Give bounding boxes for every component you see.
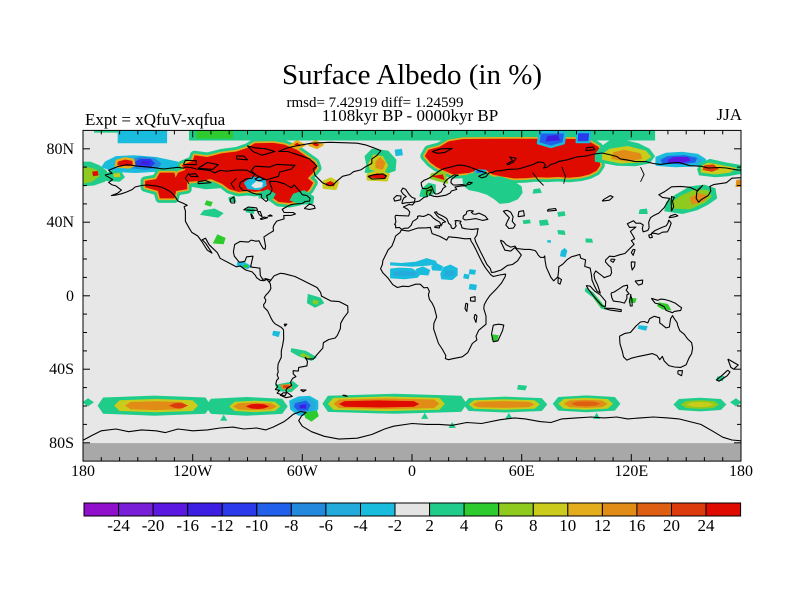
- svg-text:-6: -6: [319, 516, 333, 535]
- svg-text:120E: 120E: [614, 463, 648, 480]
- svg-text:8: 8: [529, 516, 538, 535]
- svg-text:10: 10: [559, 516, 576, 535]
- svg-text:40S: 40S: [49, 361, 74, 378]
- svg-text:120W: 120W: [173, 463, 213, 480]
- svg-text:20: 20: [663, 516, 680, 535]
- svg-text:-24: -24: [107, 516, 130, 535]
- svg-text:60E: 60E: [509, 463, 535, 480]
- svg-text:-4: -4: [353, 516, 368, 535]
- svg-text:16: 16: [628, 516, 645, 535]
- svg-text:180: 180: [729, 463, 753, 480]
- svg-text:40N: 40N: [46, 214, 74, 231]
- svg-text:0: 0: [408, 463, 416, 480]
- svg-text:JJA: JJA: [716, 105, 742, 124]
- svg-text:4: 4: [460, 516, 469, 535]
- svg-text:60W: 60W: [287, 463, 319, 480]
- svg-text:0: 0: [66, 288, 74, 305]
- svg-text:-2: -2: [388, 516, 402, 535]
- svg-text:Surface Albedo (in %): Surface Albedo (in %): [282, 59, 542, 91]
- svg-text:-12: -12: [211, 516, 234, 535]
- svg-text:12: 12: [594, 516, 611, 535]
- svg-text:80S: 80S: [49, 435, 74, 452]
- svg-text:-8: -8: [284, 516, 298, 535]
- svg-text:rmsd= 7.42919 diff= 1.24599: rmsd= 7.42919 diff= 1.24599: [286, 95, 463, 111]
- svg-text:6: 6: [494, 516, 503, 535]
- svg-text:180: 180: [71, 463, 95, 480]
- svg-text:-16: -16: [176, 516, 199, 535]
- svg-text:80N: 80N: [46, 141, 74, 158]
- svg-text:-20: -20: [142, 516, 165, 535]
- svg-text:2: 2: [425, 516, 434, 535]
- svg-text:24: 24: [698, 516, 716, 535]
- svg-text:Expt = xQfuV-xqfua: Expt = xQfuV-xqfua: [85, 110, 226, 129]
- svg-text:1108kyr BP - 0000kyr BP: 1108kyr BP - 0000kyr BP: [322, 106, 498, 125]
- svg-text:-10: -10: [245, 516, 268, 535]
